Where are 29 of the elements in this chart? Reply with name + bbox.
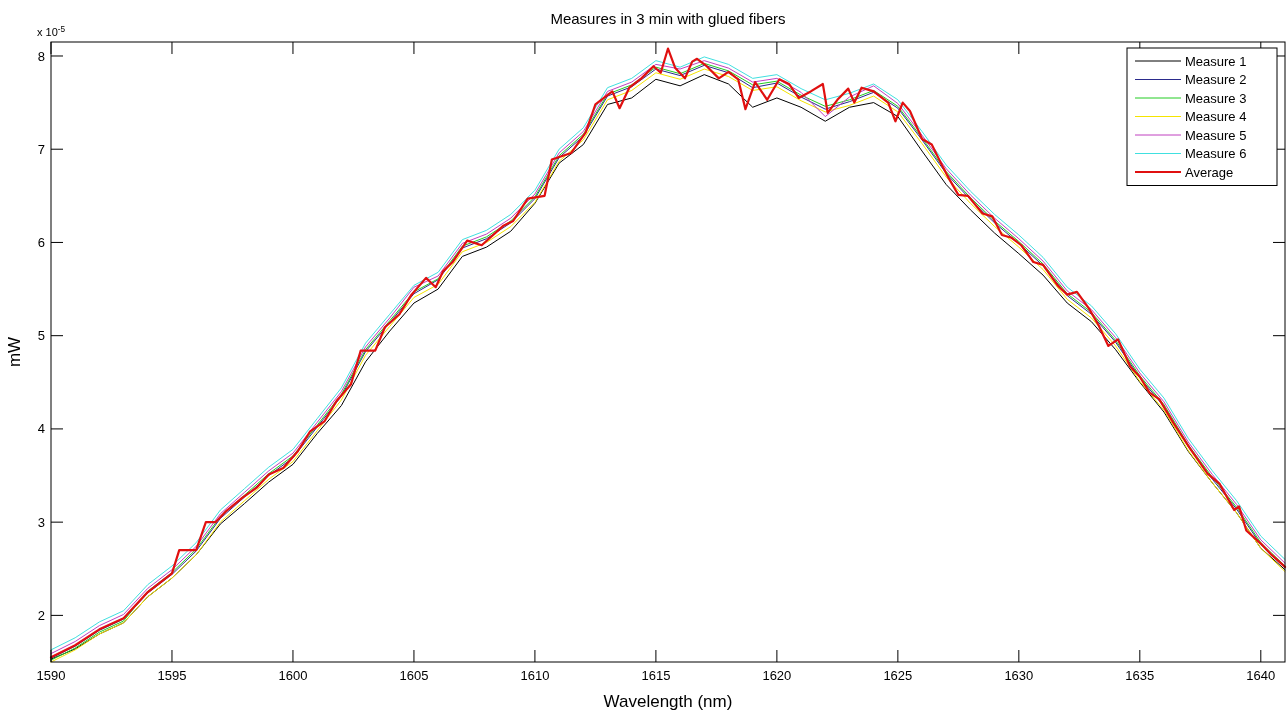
legend-label: Average <box>1185 164 1234 180</box>
x-axis-title: Wavelength (nm) <box>603 692 733 711</box>
x-tick-label: 1640 <box>1246 668 1276 683</box>
y-tick-label: 6 <box>37 235 45 250</box>
legend-label: Measure 5 <box>1185 127 1247 143</box>
legend-label: Measure 4 <box>1185 109 1247 125</box>
text: x 10$^{-5}$ <box>37 24 66 38</box>
x-tick-label: 1620 <box>762 668 792 683</box>
y-tick-label: 8 <box>37 48 45 64</box>
y-tick-label: 3 <box>37 514 45 530</box>
x-tick-label: 1635 <box>1125 668 1155 683</box>
chart-title: Measures in 3 min with glued fibers <box>550 10 786 27</box>
y-tick-label: 5 <box>37 328 45 344</box>
x-tick-label: 1625 <box>883 668 913 683</box>
y-axis-title: mW <box>5 336 24 368</box>
x-tick-label: 1605 <box>399 668 429 683</box>
x-tick-label: 1600 <box>278 668 308 683</box>
x-tick-label: 1630 <box>1004 668 1034 683</box>
y-tick-label: 2 <box>37 607 45 623</box>
legend-label: Measure 2 <box>1185 72 1247 88</box>
x-tick-label: 1595 <box>157 668 187 683</box>
x-tick-label: 1590 <box>36 668 66 683</box>
y-tick-label: 7 <box>37 141 45 157</box>
x-tick-label: 1610 <box>520 668 550 683</box>
legend-label: Measure 3 <box>1185 90 1247 106</box>
x-tick-label: 1615 <box>641 668 671 683</box>
y-tick-label: 4 <box>37 421 45 437</box>
legend-label: Measure 6 <box>1185 146 1247 162</box>
legend-label: Measure 1 <box>1185 53 1247 69</box>
